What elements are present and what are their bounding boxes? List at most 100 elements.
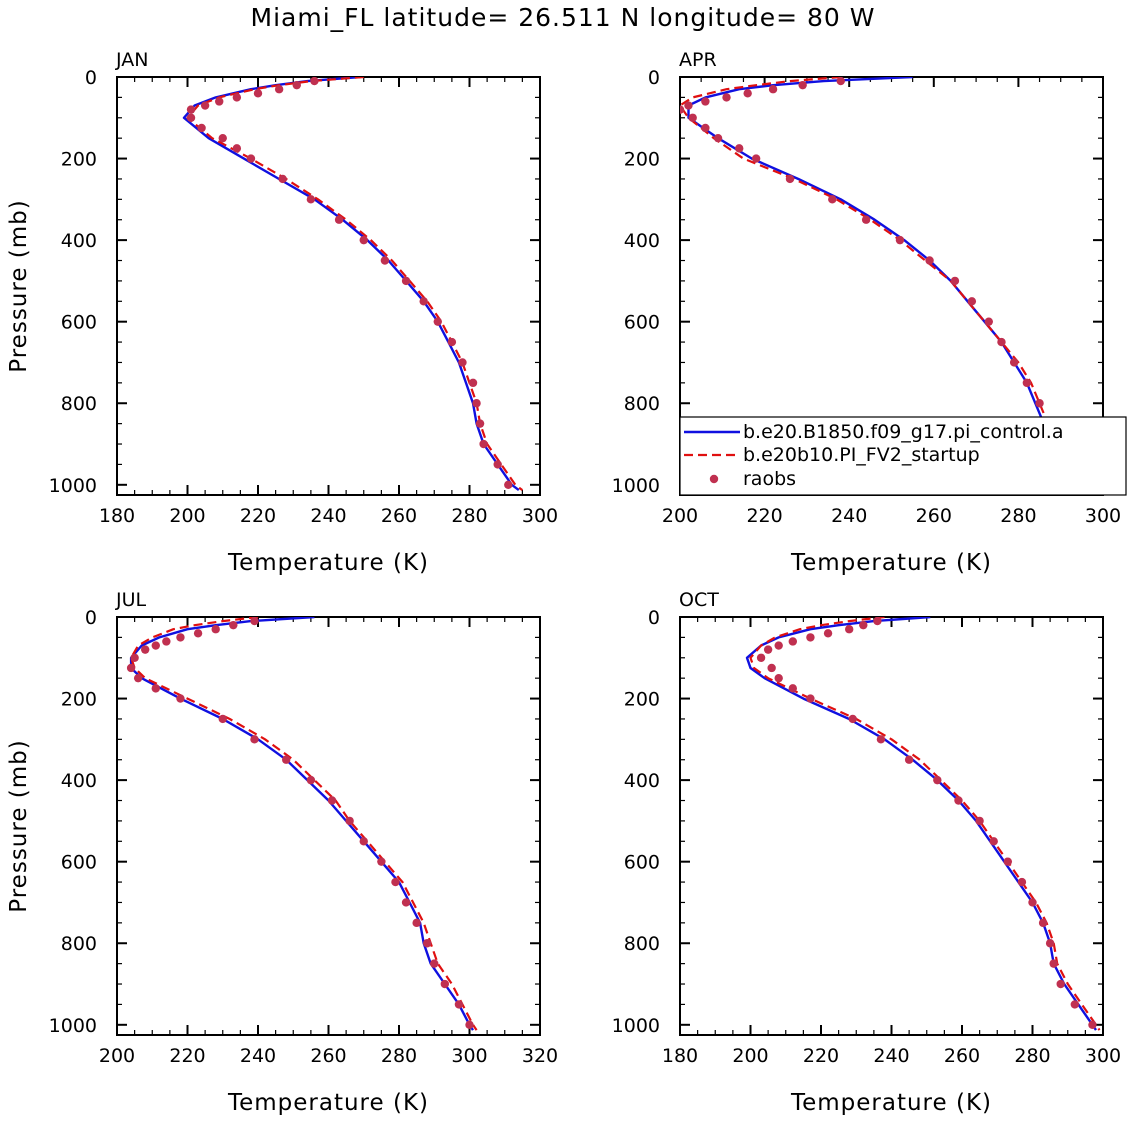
x-tick-label: 260 [944, 1045, 980, 1067]
x-axis-label: Temperature (K) [227, 550, 429, 576]
raobs-point [359, 837, 368, 846]
raobs-point [306, 195, 316, 204]
raobs-point [176, 694, 185, 703]
y-tick-label: 600 [624, 852, 660, 874]
raobs-point [876, 735, 886, 744]
raobs-point [232, 93, 242, 102]
raobs-point [193, 629, 203, 638]
raobs-point [788, 684, 797, 693]
raobs-point [345, 816, 354, 826]
raobs-point [458, 358, 467, 367]
raobs-point [895, 235, 905, 245]
series-group [126, 617, 478, 1031]
raobs-point [334, 215, 344, 224]
raobs-point [680, 105, 685, 114]
raobs-point [162, 637, 171, 646]
y-tick-label: 1000 [49, 1015, 97, 1037]
raobs-point [479, 439, 488, 449]
plot-frame [116, 616, 541, 1036]
raobs-point [768, 85, 778, 94]
raobs-point [218, 133, 227, 143]
raobs-point [401, 276, 411, 286]
raobs-point [1035, 399, 1044, 408]
y-tick-label: 600 [624, 312, 660, 334]
raobs-point [232, 144, 242, 153]
panel-apr: APR 200 220 240 260 280 300 0 200 400 600 800 1000 Te… [612, 49, 1121, 576]
x-tick-label: 200 [169, 505, 205, 527]
raobs-point [130, 653, 139, 662]
x-tick-label: 240 [310, 505, 346, 527]
x-tick-label: 240 [831, 505, 867, 527]
raobs-point [751, 154, 761, 163]
raobs-point [975, 816, 984, 826]
y-tick-label: 400 [624, 230, 660, 252]
panel-label: JAN [115, 49, 148, 71]
raobs-point [475, 419, 485, 428]
y-tick-label: 1000 [612, 1015, 660, 1037]
x-tick-label: 320 [522, 1045, 558, 1067]
raobs-point [126, 663, 136, 673]
x-tick-label: 220 [169, 1045, 205, 1067]
raobs-point [763, 645, 773, 654]
raobs-point [997, 337, 1006, 347]
panel-jan: JAN 180 200 220 240 260 280 300 0 200 400 600 800 100… [6, 49, 558, 576]
series-group [745, 617, 1101, 1031]
x-tick-label: 200 [662, 505, 698, 527]
x-tick-label: 220 [746, 505, 782, 527]
raobs-point [391, 877, 400, 887]
y-tick-label: 0 [648, 67, 660, 89]
x-axis-label: Temperature (K) [227, 1090, 429, 1116]
raobs-point [141, 645, 150, 654]
x-tick-label: 280 [451, 505, 487, 527]
raobs-point [306, 775, 316, 785]
raobs-point [788, 637, 797, 646]
raobs-point [1088, 1020, 1097, 1030]
raobs-point [713, 133, 723, 143]
control-series-line [129, 617, 475, 1031]
raobs-point [743, 89, 752, 98]
raobs-point [1003, 857, 1013, 866]
x-tick-label: 240 [873, 1045, 909, 1067]
x-tick-label: 300 [1085, 505, 1121, 527]
y-tick-label: 600 [61, 852, 97, 874]
y-tick-label: 800 [61, 933, 97, 955]
raobs-point [1017, 877, 1027, 887]
raobs-point [806, 633, 815, 642]
y-tick-label: 800 [61, 393, 97, 415]
raobs-point [756, 653, 766, 662]
figure-title: Miami_FL latitude= 26.511 N longitude= 8… [251, 3, 876, 32]
y-tick-label: 200 [61, 149, 97, 171]
raobs-point [1070, 1000, 1080, 1009]
raobs-point [984, 317, 993, 326]
x-axis-label: Temperature (K) [790, 550, 992, 576]
raobs-point [186, 113, 196, 122]
panel-jul: JUL 200 220 240 260 280 300 320 0 200 400 600 800 100… [6, 589, 558, 1116]
raobs-point [950, 276, 960, 286]
panel-label: JUL [115, 589, 147, 611]
raobs-point [1009, 358, 1019, 367]
x-tick-label: 280 [381, 1045, 417, 1067]
y-axis-label: Pressure (mb) [6, 739, 32, 912]
raobs-point [419, 297, 428, 306]
x-tick-label: 180 [99, 505, 135, 527]
raobs-point [176, 633, 185, 642]
raobs-point [215, 97, 224, 106]
raobs-point [218, 714, 227, 724]
startup-series-line [186, 77, 524, 491]
raobs-point [1022, 378, 1032, 388]
raobs-point [722, 93, 731, 102]
x-tick-label: 300 [522, 505, 558, 527]
raobs-point [282, 755, 291, 764]
y-tick-label: 400 [61, 770, 97, 792]
control-series-line [745, 617, 1097, 1031]
x-axis-label: Temperature (K) [790, 1090, 992, 1116]
raobs-point [253, 89, 263, 98]
x-tick-label: 300 [1085, 1045, 1121, 1067]
x-tick-label: 180 [662, 1045, 698, 1067]
raobs-point [412, 918, 421, 928]
x-tick-label: 300 [451, 1045, 487, 1067]
startup-series-line [749, 617, 1101, 1031]
y-tick-label: 400 [624, 770, 660, 792]
raobs-point [229, 620, 238, 630]
raobs-point [278, 174, 287, 184]
